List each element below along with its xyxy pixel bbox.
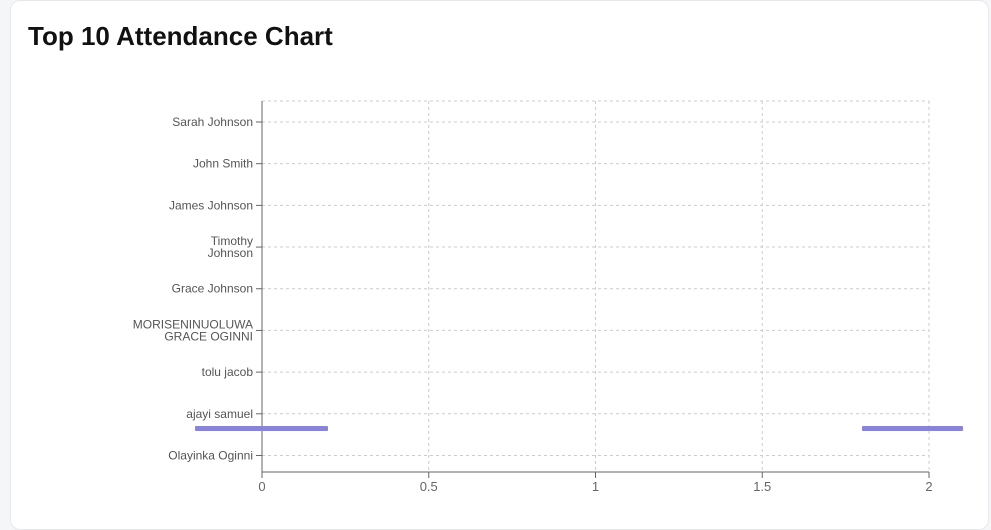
- y-tick-label: Olayinka Oginni: [168, 448, 253, 462]
- y-tick-label: Sarah Johnson: [172, 115, 253, 129]
- y-tick-label: James Johnson: [169, 198, 253, 212]
- x-tick-label: 0.5: [420, 479, 438, 494]
- legend-bar-right: [862, 426, 963, 431]
- y-tick-label: MORISENINUOLUWA GRACE OGINNI: [133, 317, 253, 343]
- chart-card: [10, 0, 989, 530]
- y-tick-label: John Smith: [193, 157, 253, 171]
- x-tick-label: 2: [925, 479, 932, 494]
- y-tick-label: ajayi samuel: [186, 407, 253, 421]
- x-tick-label: 1.5: [753, 479, 771, 494]
- attendance-chart: Sarah Johnson John Smith James Johnson Timo…: [133, 100, 933, 494]
- y-tick-label: Timothy Johnson: [208, 234, 253, 260]
- x-tick-label: 1: [592, 479, 599, 494]
- legend-bar-left: [195, 426, 328, 431]
- page-title: Top 10 Attendance Chart: [28, 21, 333, 51]
- y-tick-label: tolu jacob: [202, 365, 254, 379]
- y-tick-label: Grace Johnson: [172, 282, 253, 296]
- x-tick-label: 0: [258, 479, 265, 494]
